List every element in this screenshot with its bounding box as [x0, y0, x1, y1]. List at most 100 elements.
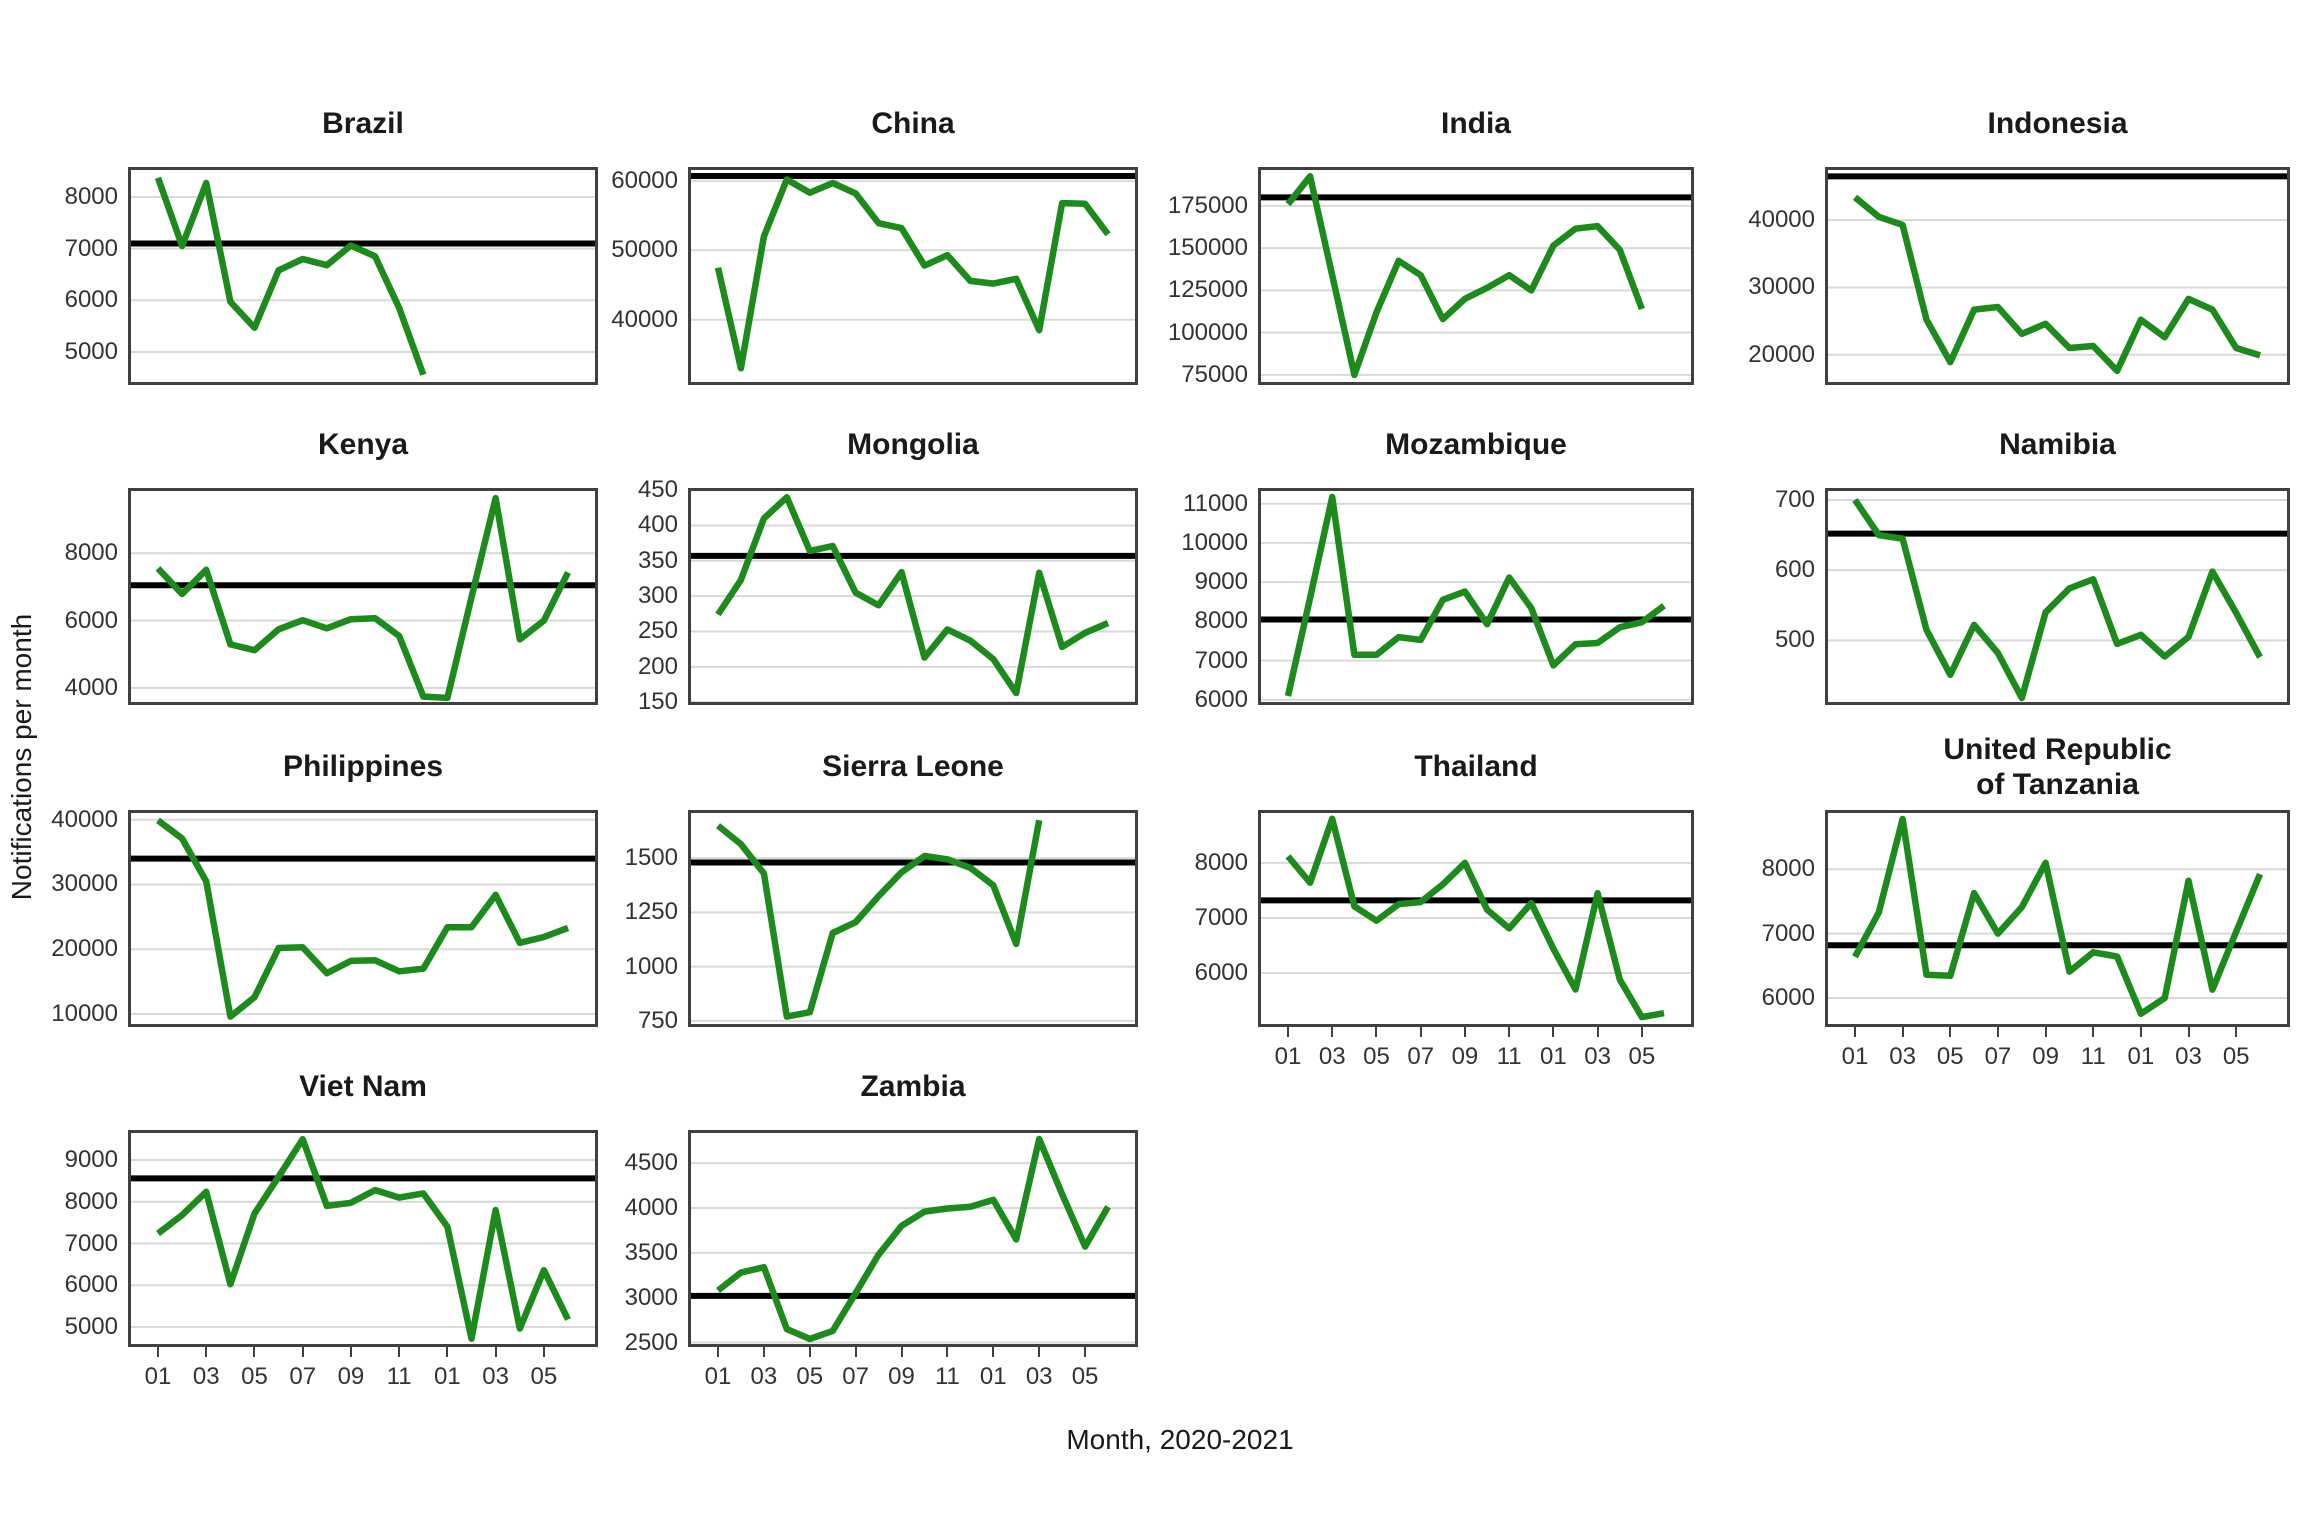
- panel-title-line: Thailand: [1414, 750, 1538, 783]
- data-line: [1285, 173, 1645, 379]
- data-line: [155, 494, 571, 702]
- x-tick-label: 01: [2127, 1043, 2155, 1070]
- x-tick-label: 01: [144, 1363, 172, 1390]
- y-tick-label: 300: [637, 582, 678, 610]
- x-tick-label: 01: [704, 1363, 732, 1390]
- x-tick-label: 05: [1363, 1043, 1390, 1070]
- x-tick-label: 09: [2032, 1043, 2059, 1070]
- panel-border: [688, 810, 1138, 1027]
- panel-border: [1825, 167, 2290, 385]
- panel-border: [128, 488, 598, 705]
- x-tick-label: 03: [1584, 1043, 1611, 1070]
- x-tick-label: 05: [1071, 1363, 1099, 1390]
- panel-title-kenya: Kenya: [128, 427, 598, 463]
- panel-title-viet-nam: Viet Nam: [128, 1069, 598, 1105]
- y-tick-label: 50000: [611, 236, 678, 264]
- data-line: [714, 176, 1111, 372]
- panel-background: [128, 810, 598, 1027]
- y-tick-label: 7000: [1761, 919, 1815, 947]
- x-tick-label: 11: [386, 1363, 412, 1390]
- x-tick-label: 03: [1889, 1043, 1916, 1070]
- panel-title-line: of Tanzania: [1976, 768, 2139, 801]
- panel-title-mozambique: Mozambique: [1258, 427, 1694, 463]
- panel-title-mongolia: Mongolia: [688, 427, 1138, 463]
- y-tick-label: 11000: [1183, 489, 1248, 517]
- chart-kenya: [128, 488, 598, 705]
- y-tick-label: 450: [637, 476, 678, 504]
- y-tick-label: 60000: [611, 166, 678, 194]
- x-tick-mark: [1949, 1027, 1952, 1037]
- chart-brazil: [128, 167, 598, 385]
- panel-title-line: Namibia: [1999, 428, 2116, 461]
- y-tick-label: 8000: [64, 539, 118, 567]
- y-tick-label: 3500: [624, 1238, 678, 1266]
- y-tick-label: 750: [637, 1006, 678, 1034]
- x-tick-mark: [1331, 1027, 1334, 1037]
- y-tick-label: 1250: [624, 898, 678, 926]
- chart-viet-nam: [128, 1130, 598, 1347]
- panel-background: [128, 488, 598, 705]
- y-tick-label: 8000: [1761, 855, 1815, 883]
- y-tick-label: 40000: [1748, 206, 1815, 234]
- y-tick-label: 40000: [611, 305, 678, 333]
- x-tick-mark: [542, 1347, 545, 1357]
- x-tick-label: 05: [796, 1363, 824, 1390]
- y-tick-label: 5000: [64, 337, 118, 365]
- panel-border: [128, 167, 598, 385]
- x-tick-label: 11: [1496, 1043, 1522, 1070]
- x-tick-mark: [946, 1347, 949, 1357]
- x-tick-mark: [1287, 1027, 1289, 1037]
- x-tick-mark: [1463, 1027, 1466, 1037]
- x-tick-label: 09: [888, 1363, 915, 1390]
- x-tick-label: 05: [241, 1363, 268, 1390]
- y-tick-label: 250: [637, 617, 678, 645]
- panel-background: [128, 1130, 598, 1347]
- x-tick-mark: [2187, 1027, 2190, 1037]
- x-tick-label: 03: [192, 1363, 220, 1390]
- panel-title-line: Philippines: [282, 750, 444, 783]
- x-tick-mark: [808, 1347, 811, 1357]
- y-tick-label: 6000: [1761, 984, 1815, 1012]
- x-tick-mark: [992, 1347, 995, 1357]
- y-tick-label: 7000: [64, 234, 118, 262]
- y-tick-label: 8000: [64, 182, 118, 210]
- y-tick-label: 6000: [1194, 959, 1248, 987]
- panel-title-indonesia: Indonesia: [1825, 106, 2290, 142]
- x-tick-mark: [717, 1347, 719, 1357]
- data-line: [715, 493, 1110, 697]
- data-line: [1852, 194, 2261, 375]
- y-tick-label: 7000: [64, 1229, 118, 1257]
- panel-title-brazil: Brazil: [128, 106, 598, 142]
- data-line: [715, 1135, 1111, 1343]
- x-tick-label: 03: [2175, 1043, 2202, 1070]
- panel-title-line: China: [871, 107, 955, 140]
- y-tick-label: 700: [1774, 485, 1815, 513]
- x-tick-mark: [1901, 1027, 1904, 1037]
- y-tick-label: 20000: [51, 935, 118, 963]
- x-tick-mark: [854, 1347, 857, 1357]
- y-tick-label: 2500: [624, 1328, 678, 1356]
- chart-china: [688, 167, 1138, 385]
- x-tick-label: 01: [434, 1363, 461, 1390]
- y-tick-label: 6000: [64, 286, 118, 314]
- y-tick-label: 7000: [1194, 903, 1248, 931]
- y-tick-label: 175000: [1167, 191, 1248, 219]
- panel-title-line: Viet Nam: [299, 1070, 427, 1103]
- panel-title-line: Sierra Leone: [822, 750, 1004, 783]
- chart-namibia: [1825, 488, 2290, 705]
- x-tick-mark: [301, 1347, 304, 1357]
- panel-title-line: Kenya: [317, 428, 409, 461]
- x-tick-label: 03: [750, 1363, 778, 1390]
- x-tick-mark: [1552, 1027, 1555, 1037]
- x-tick-mark: [762, 1347, 765, 1357]
- y-tick-label: 150000: [1167, 234, 1248, 262]
- y-tick-label: 3000: [624, 1283, 678, 1311]
- x-tick-label: 01: [1841, 1043, 1869, 1070]
- panel-background: [1258, 488, 1694, 705]
- chart-mozambique: [1258, 488, 1694, 705]
- panel-border: [1258, 167, 1694, 385]
- y-tick-label: 30000: [51, 870, 118, 898]
- y-tick-label: 8000: [1194, 848, 1248, 876]
- x-tick-label: 09: [1451, 1043, 1479, 1070]
